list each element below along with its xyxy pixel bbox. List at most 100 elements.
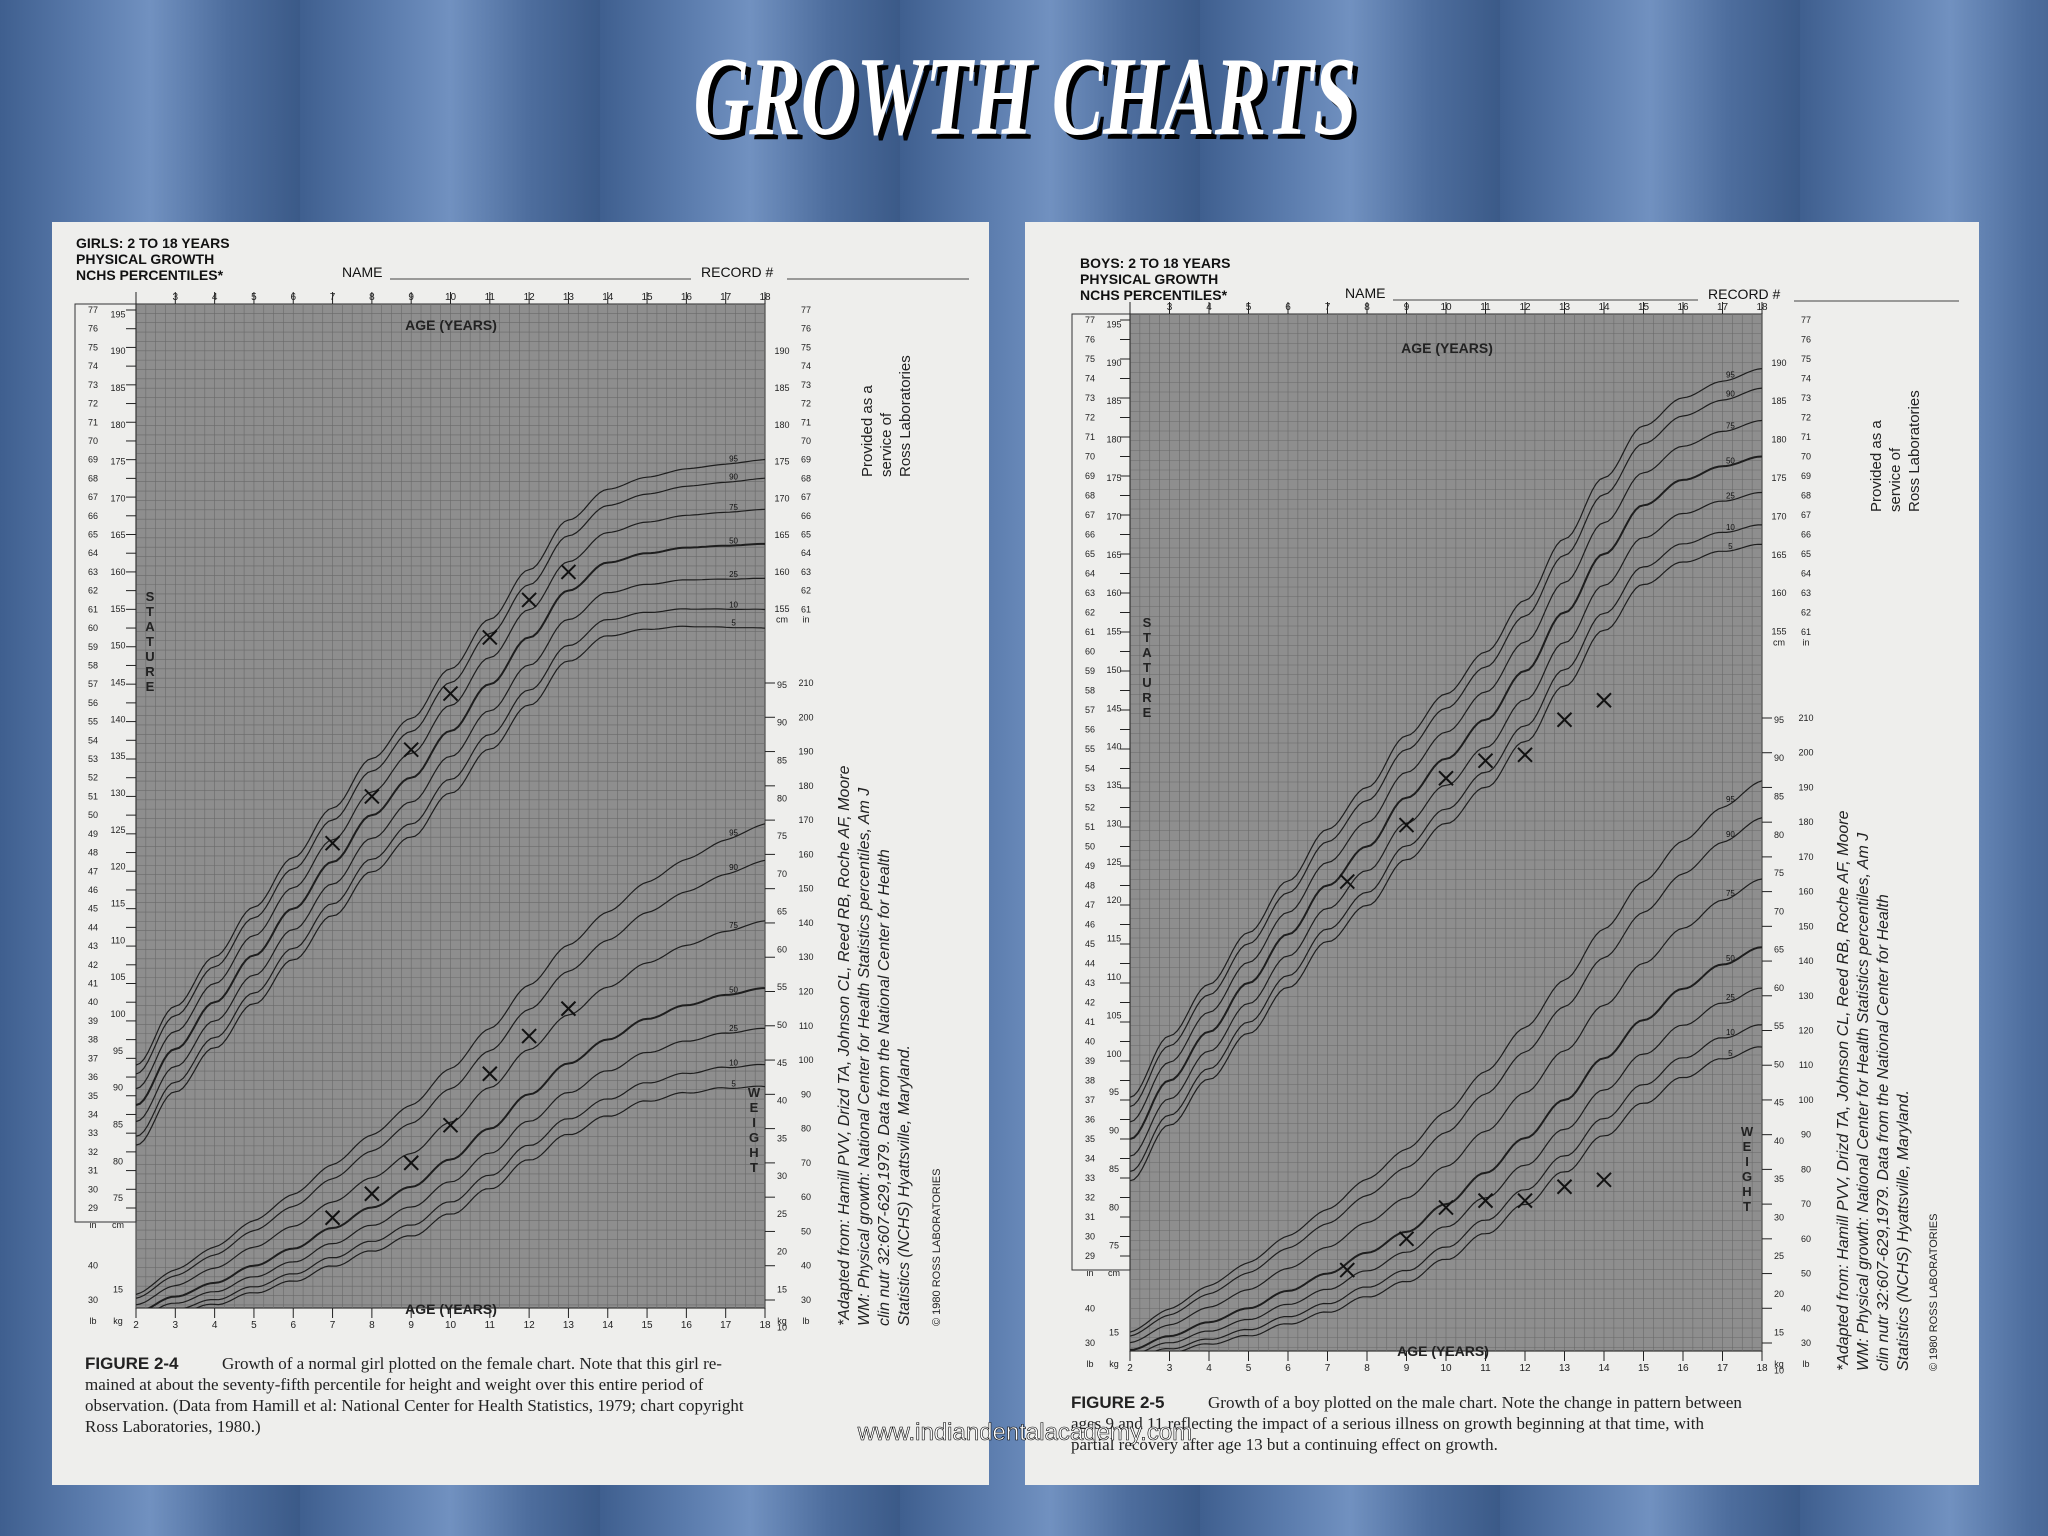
- kg-label: 25: [1774, 1251, 1784, 1261]
- percentile-label: 95: [729, 454, 738, 463]
- age-tick-label: 11: [1480, 1363, 1491, 1374]
- percentile-label: 25: [729, 570, 738, 579]
- caption-line: observation. (Data from Hamill et al: Na…: [85, 1396, 744, 1415]
- kg-label: 75: [1774, 868, 1784, 878]
- percentile-label: 10: [1726, 1028, 1735, 1037]
- kg-label: 30: [1774, 1213, 1784, 1223]
- stature-curve: [1130, 543, 1762, 1182]
- inch-label: 51: [1085, 822, 1095, 832]
- inch-label: 43: [1085, 978, 1095, 988]
- percentile-label: 90: [1726, 830, 1735, 839]
- cm-label: 120: [110, 862, 125, 872]
- inch-label: 60: [1085, 647, 1095, 657]
- inch-label: 72: [1801, 413, 1811, 423]
- inch-label: 63: [1801, 588, 1811, 598]
- inch-label: 72: [801, 399, 811, 409]
- cm-label: 175: [774, 457, 789, 467]
- age-tick-label: 16: [1677, 1363, 1689, 1374]
- age-tick-label: 17: [720, 292, 732, 303]
- inch-label: 65: [1085, 549, 1095, 559]
- lb-label: 90: [801, 1089, 811, 1099]
- inch-label: 61: [88, 604, 98, 614]
- percentile-label: 25: [1726, 491, 1735, 500]
- weight-curve: [183, 1063, 765, 1308]
- weight-mark: [324, 1210, 341, 1226]
- inch-label: 69: [88, 455, 98, 465]
- age-tick-label: 6: [290, 292, 296, 303]
- inch-label: 35: [88, 1091, 98, 1101]
- age-tick-label: 2: [133, 1320, 139, 1331]
- kg-label: 20: [777, 1247, 787, 1257]
- kg-label: 70: [777, 869, 787, 879]
- inch-label: 31: [88, 1166, 98, 1176]
- inch-label: 32: [88, 1147, 98, 1157]
- inch-label: 35: [1085, 1134, 1095, 1144]
- age-tick-label: 9: [408, 1320, 414, 1331]
- unit-label: cm: [1108, 1268, 1120, 1278]
- inch-label: 46: [88, 885, 98, 895]
- inch-label: 37: [88, 1053, 98, 1063]
- inch-label: 63: [1085, 588, 1095, 598]
- age-tick-label: 5: [1246, 302, 1252, 313]
- record-label: RECORD #: [701, 264, 774, 280]
- age-tick-label: 8: [369, 292, 375, 303]
- percentile-label: 10: [729, 600, 738, 609]
- stature-curve: [136, 458, 765, 1066]
- side-note: Ross Laboratories: [897, 355, 914, 477]
- age-axis-title: AGE (YEARS): [1401, 340, 1493, 356]
- inch-label: 77: [1085, 315, 1095, 325]
- lb-label: 40: [88, 1261, 98, 1271]
- age-tick-label: 13: [563, 292, 575, 303]
- lb-label: 190: [1798, 782, 1813, 792]
- percentile-label: 5: [731, 619, 736, 628]
- weight-mark: [1556, 1179, 1573, 1195]
- inch-label: 48: [1085, 881, 1095, 891]
- percentile-label: 5: [1728, 1049, 1733, 1058]
- lb-label: 30: [1085, 1338, 1095, 1348]
- percentile-curves: [136, 458, 765, 1308]
- inch-label: 57: [1085, 705, 1095, 715]
- kg-label: 35: [777, 1133, 787, 1143]
- inch-label: 53: [1085, 783, 1095, 793]
- inch-label: 65: [801, 530, 811, 540]
- cm-label: 195: [1106, 319, 1121, 329]
- side-note: Ross Laboratories: [1906, 390, 1923, 512]
- cm-label: 175: [1771, 473, 1786, 483]
- weight-mark: [1398, 1231, 1415, 1247]
- cm-label: 135: [1106, 780, 1121, 790]
- stature-mark: [1398, 817, 1415, 833]
- cm-label: 180: [1106, 435, 1121, 445]
- inch-label: 61: [1801, 627, 1811, 637]
- unit-label: in: [1802, 638, 1809, 648]
- side-note: Provided as a: [1868, 420, 1885, 512]
- age-tick-label: 13: [1559, 302, 1571, 313]
- lb-label: 120: [798, 987, 813, 997]
- cm-label: 110: [1107, 972, 1121, 982]
- age-tick-label: 12: [1519, 1363, 1531, 1374]
- chart-header: PHYSICAL GROWTH: [76, 251, 214, 267]
- kg-label: 95: [777, 680, 787, 690]
- inch-label: 67: [801, 492, 811, 502]
- age-tick-label: 12: [1519, 302, 1531, 313]
- cm-label: 145: [1106, 703, 1121, 713]
- cm-label: 190: [1106, 358, 1121, 368]
- stature-curve: [136, 542, 765, 1107]
- inch-label: 58: [88, 660, 98, 670]
- weight-curve: [157, 1027, 765, 1308]
- inch-label: 49: [1085, 861, 1095, 871]
- lb-label: 110: [1799, 1060, 1813, 1070]
- kg-label: 65: [777, 907, 787, 917]
- lb-label: 170: [798, 815, 813, 825]
- age-tick-label: 14: [1598, 1363, 1610, 1374]
- cm-label: 165: [1771, 550, 1786, 560]
- inch-label: 56: [1085, 725, 1095, 735]
- cm-label: 165: [110, 530, 125, 540]
- cm-label: 190: [774, 346, 789, 356]
- age-tick-label: 17: [1717, 302, 1729, 313]
- kg-label: 60: [1774, 983, 1784, 993]
- kg-label: 15: [113, 1284, 123, 1294]
- cm-label: 115: [111, 899, 125, 909]
- inch-label: 62: [88, 586, 98, 596]
